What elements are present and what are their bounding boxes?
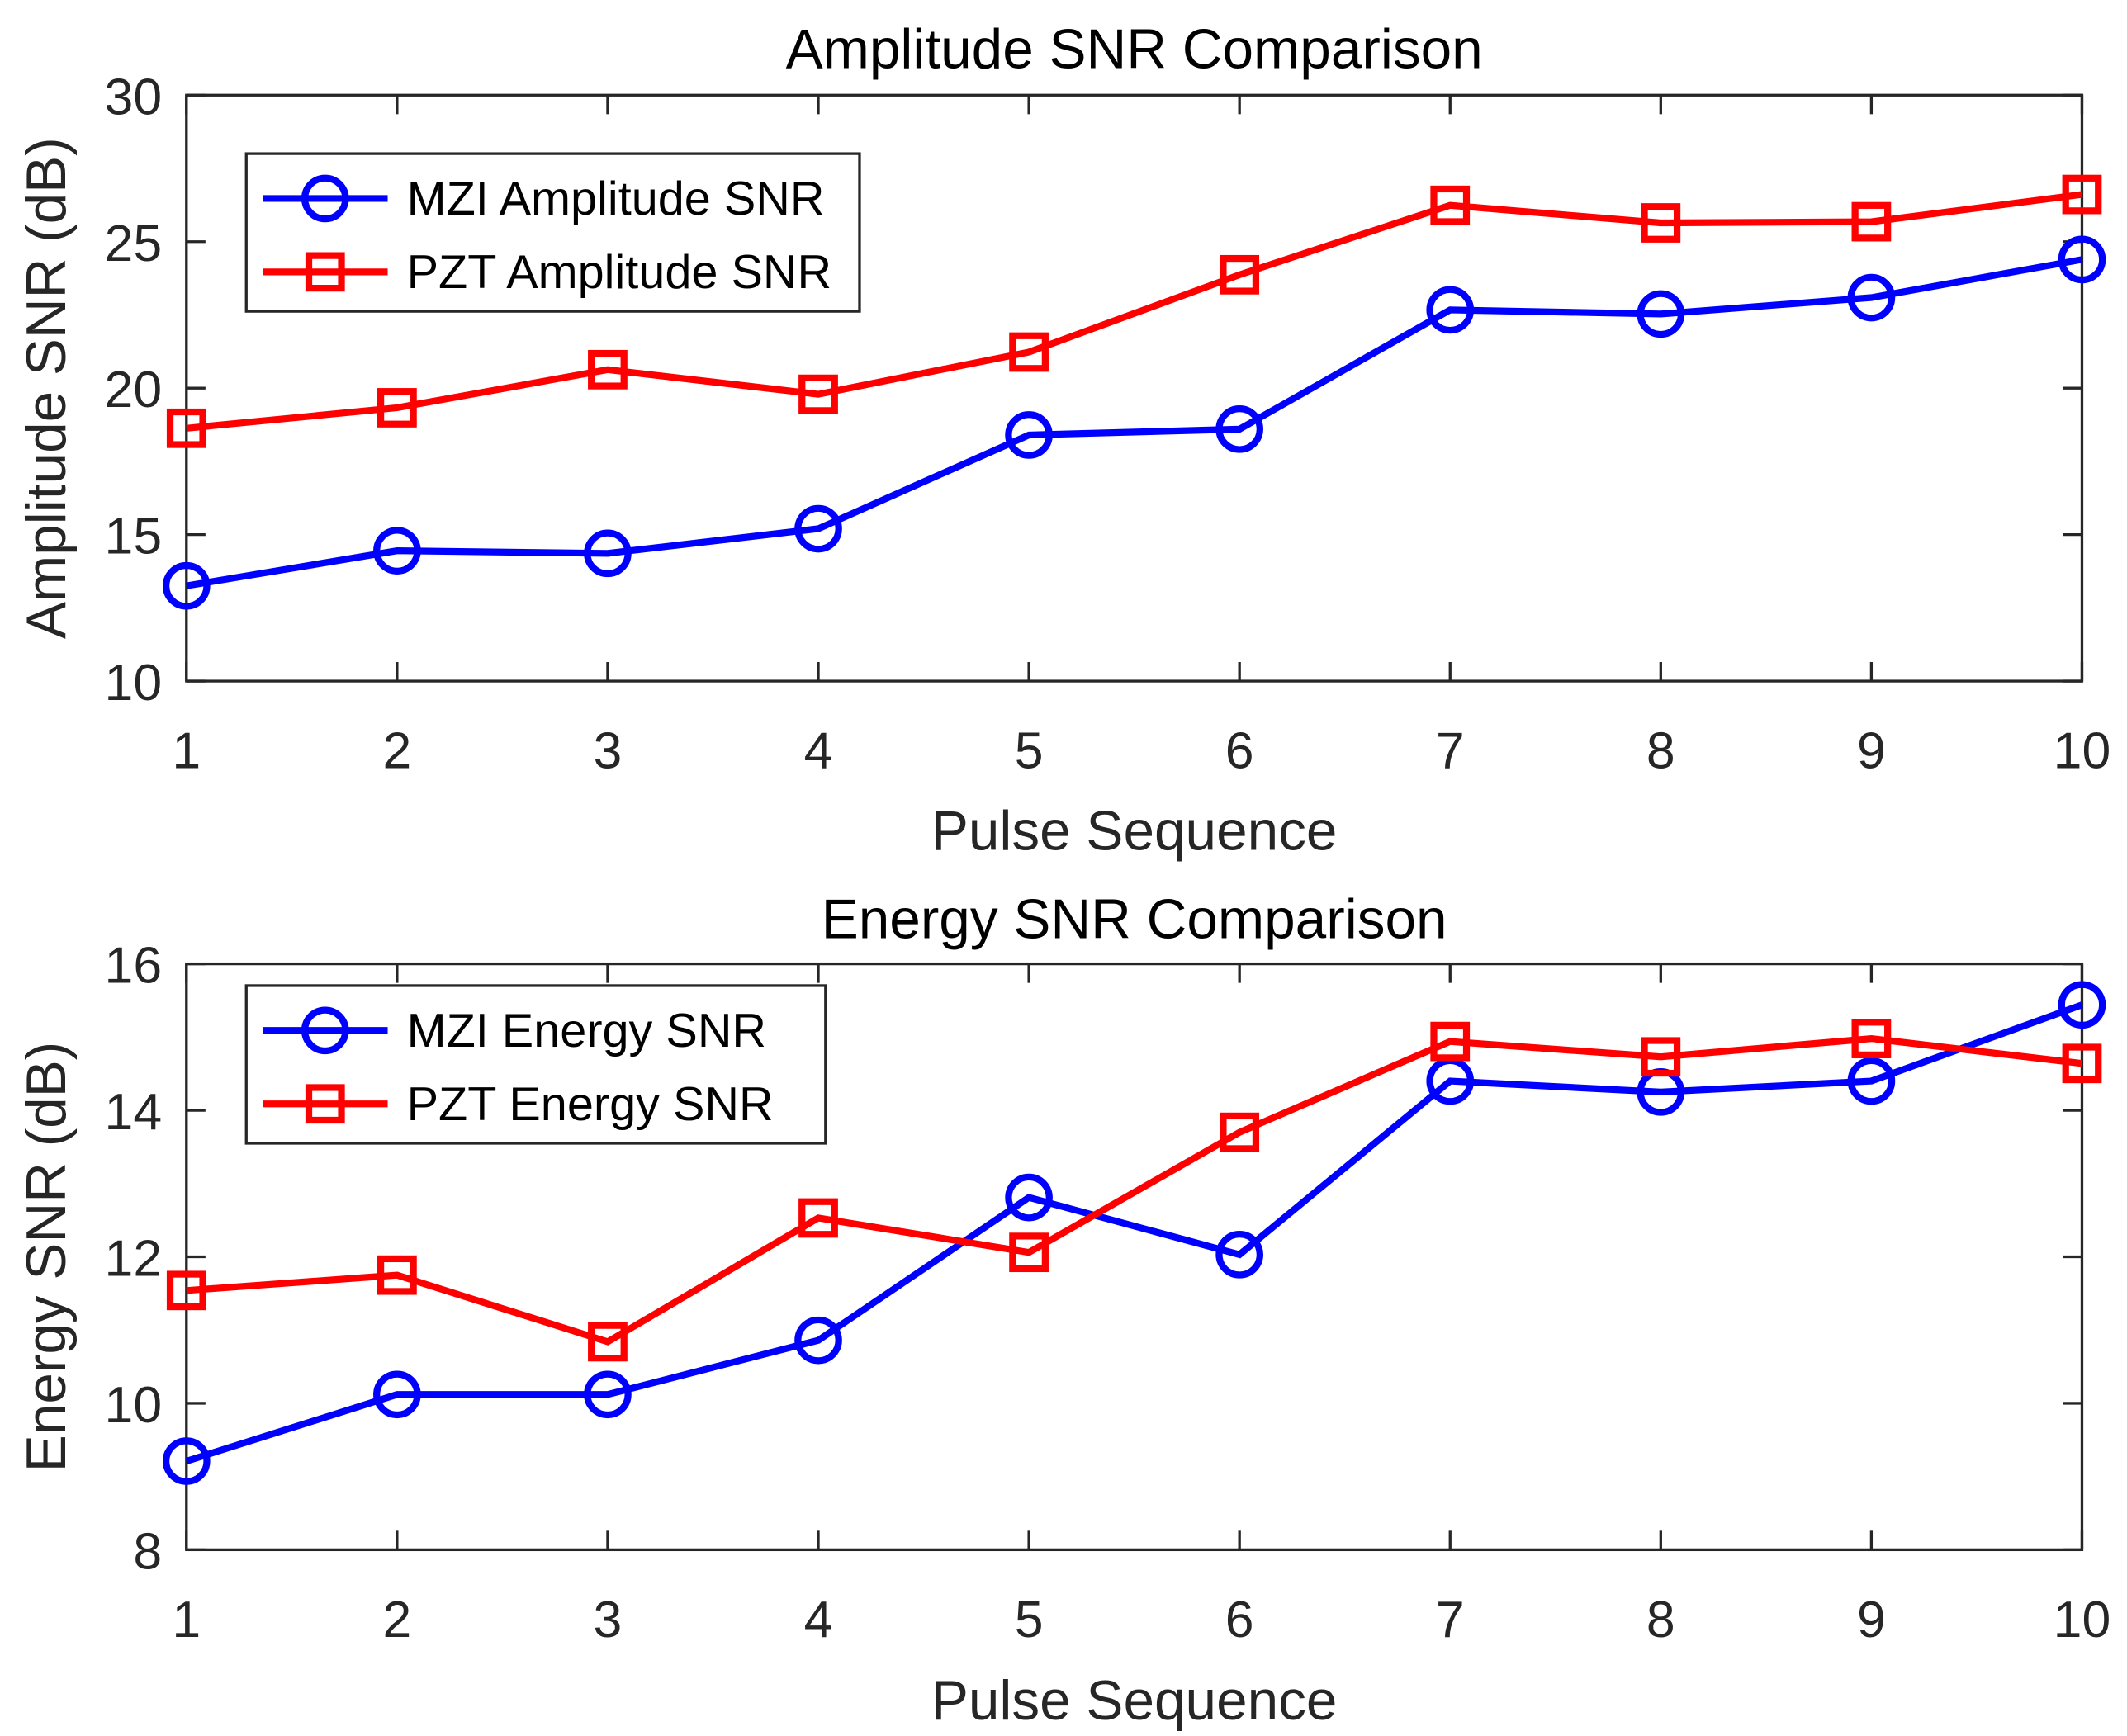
data-point-mzi [1005, 1173, 1053, 1222]
legend-box [244, 152, 861, 313]
legend-label: MZI Amplitude SNR [407, 173, 825, 225]
data-point-pzt [1641, 1037, 1681, 1077]
legend-label: PZT Amplitude SNR [407, 246, 832, 299]
data-point-pzt [1430, 185, 1471, 225]
x-tick-label: 5 [1015, 1591, 1044, 1648]
x-tick-label: 5 [1015, 721, 1044, 779]
data-point-pzt [166, 408, 206, 448]
y-tick-label: 30 [105, 68, 163, 125]
data-point-mzi [373, 527, 421, 575]
x-tick-label: 3 [594, 1591, 623, 1648]
x-tick-label: 8 [1646, 1591, 1675, 1648]
data-point-mzi [373, 1370, 421, 1419]
data-point-pzt [377, 1255, 417, 1295]
y-tick-label: 12 [105, 1230, 163, 1288]
data-point-mzi [2058, 235, 2106, 284]
data-point-pzt [798, 374, 838, 414]
legend-square-marker [305, 252, 345, 292]
y-tick-label: 10 [105, 1376, 163, 1434]
x-tick-label: 10 [2054, 1591, 2111, 1648]
x-tick-label: 6 [1225, 1591, 1254, 1648]
y-tick-label: 15 [105, 508, 163, 565]
x-axis-label: Pulse Sequence [931, 1670, 1338, 1732]
x-tick-label: 4 [804, 1591, 833, 1648]
legend-square-marker [305, 1084, 345, 1124]
data-point-pzt [1220, 254, 1260, 295]
data-point-pzt [1851, 201, 1892, 242]
chart-title: Energy SNR Comparison [822, 888, 1447, 950]
x-tick-label: 1 [172, 721, 201, 779]
data-point-mzi [2058, 981, 2106, 1029]
x-tick-label: 7 [1436, 1591, 1465, 1648]
legend-circle-marker [301, 1006, 349, 1055]
x-tick-label: 1 [172, 1591, 201, 1648]
data-point-mzi [1215, 1231, 1263, 1279]
x-tick-label: 3 [594, 721, 623, 779]
data-point-pzt [1009, 332, 1049, 372]
legend-circle-marker [301, 174, 349, 223]
data-point-mzi [162, 561, 211, 610]
data-point-pzt [588, 349, 628, 390]
data-point-mzi [1847, 273, 1896, 322]
series-line-mzi [185, 1001, 2083, 1464]
legend-label: PZT Energy SNR [407, 1078, 774, 1131]
x-tick-label: 9 [1857, 1591, 1886, 1648]
data-point-mzi [1637, 290, 1685, 338]
data-point-mzi [1847, 1057, 1896, 1105]
x-tick-label: 9 [1857, 721, 1886, 779]
y-axis-label: Energy SNR (dB) [16, 1042, 78, 1472]
x-tick-label: 8 [1646, 721, 1675, 779]
data-point-pzt [1430, 1021, 1471, 1062]
data-point-mzi [794, 504, 842, 553]
y-tick-label: 10 [105, 654, 163, 712]
data-point-mzi [1005, 411, 1053, 459]
y-tick-label: 16 [105, 937, 163, 995]
x-axis-label: Pulse Sequence [931, 800, 1338, 862]
y-tick-label: 14 [105, 1083, 163, 1141]
data-point-pzt [166, 1270, 206, 1311]
x-tick-label: 10 [2054, 721, 2111, 779]
data-point-pzt [798, 1198, 838, 1238]
data-point-pzt [1009, 1232, 1049, 1273]
data-point-pzt [1641, 203, 1681, 243]
y-tick-label: 20 [105, 361, 163, 419]
data-point-mzi [162, 1437, 211, 1485]
series-line-pzt [186, 1034, 2082, 1346]
y-tick-label: 8 [133, 1522, 162, 1580]
data-point-pzt [2062, 1043, 2102, 1084]
series-line-pzt [186, 191, 2083, 432]
data-point-pzt [2062, 174, 2102, 215]
data-point-pzt [588, 1322, 628, 1362]
data-point-mzi [1426, 286, 1475, 334]
x-tick-label: 2 [382, 1591, 411, 1648]
x-tick-label: 6 [1225, 721, 1254, 779]
data-point-mzi [1215, 405, 1263, 453]
chart-title: Amplitude SNR Comparison [786, 18, 1483, 80]
data-point-mzi [584, 529, 632, 578]
data-point-pzt [1220, 1112, 1260, 1152]
x-tick-label: 2 [382, 721, 411, 779]
x-tick-label: 7 [1436, 721, 1465, 779]
data-point-pzt [1851, 1019, 1892, 1058]
y-tick-label: 25 [105, 215, 163, 272]
data-point-pzt [377, 388, 417, 428]
x-tick-label: 4 [804, 721, 833, 779]
data-point-mzi [794, 1316, 842, 1365]
data-point-mzi [584, 1370, 632, 1419]
y-axis-label: Amplitude SNR (dB) [16, 137, 78, 639]
legend-label: MZI Energy SNR [407, 1005, 766, 1057]
series-line-mzi [186, 256, 2083, 589]
